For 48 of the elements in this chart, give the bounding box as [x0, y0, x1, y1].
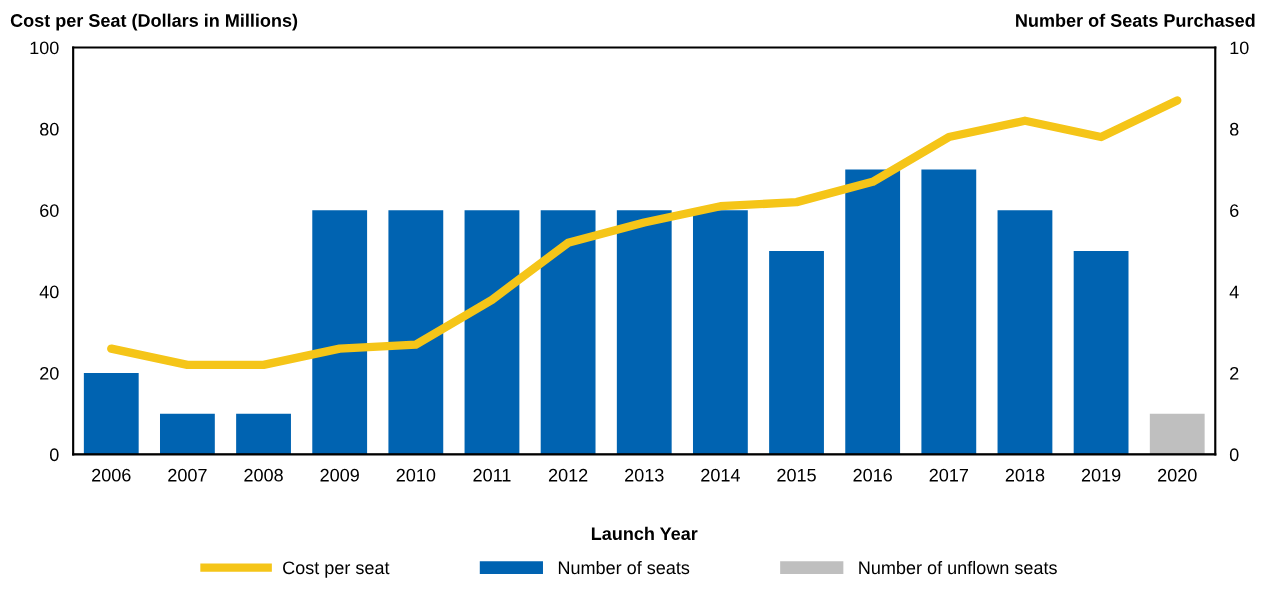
y2-axis-title: Number of Seats Purchased: [1016, 13, 1255, 27]
bar: [1149, 413, 1205, 455]
legend-label: Number of unflown seats: [859, 560, 1057, 575]
bar: [692, 210, 748, 455]
y-tick-label: 20: [40, 366, 59, 380]
y-tick-label: 40: [39, 285, 59, 299]
y-tick-label: 80: [40, 122, 59, 136]
x-tick-label: 2010: [396, 468, 436, 482]
bar: [236, 413, 291, 455]
x-tick-label: 2008: [244, 468, 283, 482]
y2-tick-label: 2: [1230, 366, 1239, 380]
bar: [312, 210, 368, 455]
bar: [540, 210, 596, 455]
bar: [83, 373, 139, 455]
x-axis-title: Launch Year: [591, 526, 698, 541]
y-tick-label: 100: [30, 41, 59, 55]
x-tick-label: 2014: [701, 468, 740, 482]
bar: [769, 250, 824, 455]
x-tick-label: 2013: [625, 468, 664, 482]
y2-tick-label: 0: [1229, 448, 1239, 462]
y-tick-label: 0: [49, 448, 59, 462]
legend-label: Number of seats: [558, 560, 690, 575]
bar: [1073, 250, 1129, 455]
bar: [921, 169, 977, 455]
y2-tick-label: 10: [1230, 41, 1249, 55]
bar: [845, 169, 901, 455]
x-tick-label: 2007: [168, 468, 207, 482]
y2-tick-label: 4: [1229, 285, 1239, 299]
x-tick-label: 2006: [92, 468, 131, 482]
x-tick-label: 2012: [548, 468, 588, 482]
x-tick-label: 2017: [929, 468, 968, 482]
x-tick-label: 2011: [473, 468, 511, 482]
y-axis-title: Cost per Seat (Dollars in Millions): [10, 13, 298, 31]
y-tick-label: 60: [40, 204, 59, 217]
x-tick-label: 2015: [777, 468, 816, 482]
bar: [160, 413, 215, 455]
bar: [388, 210, 444, 455]
y2-tick-label: 6: [1230, 204, 1239, 217]
y2-tick-label: 8: [1229, 122, 1239, 136]
x-tick-label: 2016: [853, 468, 892, 482]
legend-label: Cost per seat: [283, 561, 390, 578]
bar: [616, 210, 672, 455]
bar: [464, 210, 520, 455]
x-tick-label: 2018: [1005, 468, 1045, 482]
x-tick-label: 2009: [320, 468, 359, 482]
bar: [997, 210, 1053, 455]
x-tick-label: 2020: [1158, 468, 1197, 482]
x-tick-label: 2019: [1081, 468, 1121, 482]
